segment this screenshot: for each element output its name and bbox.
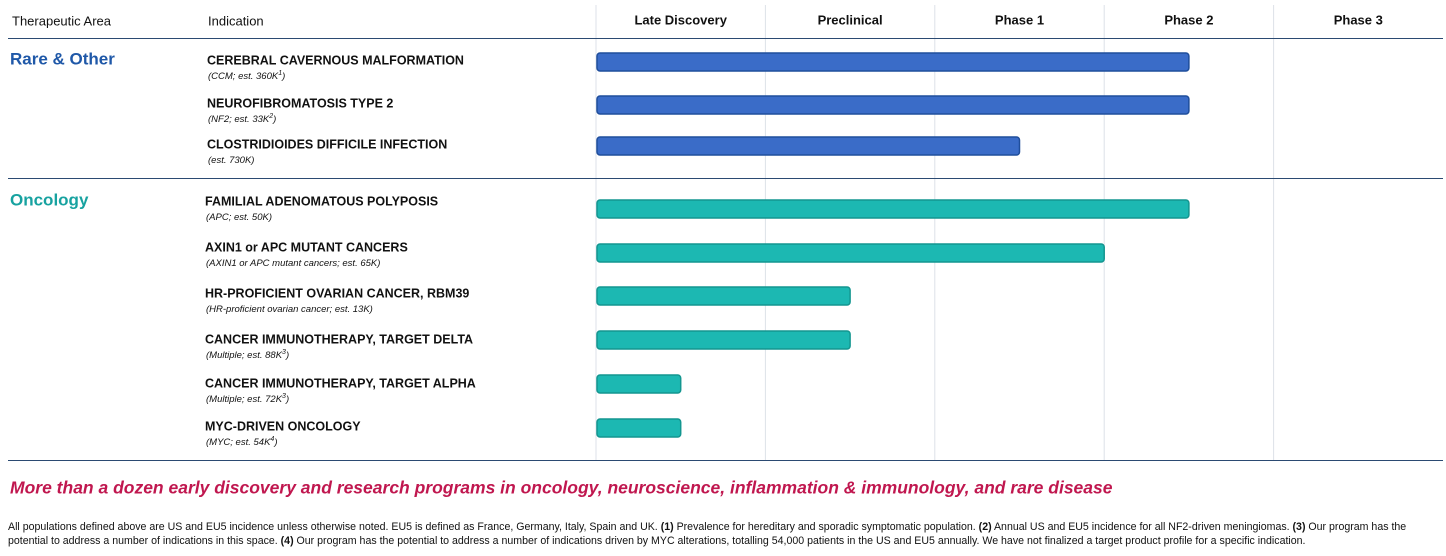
progress-bar [596,243,1105,263]
group-title: Rare & Other [10,49,115,68]
indication: CLOSTRIDIOIDES DIFFICILE INFECTION [207,137,447,151]
note-text: (AXIN1 or APC mutant cancers; est. 65K) [206,258,380,269]
progress-bar [596,95,1190,115]
indication: FAMILIAL ADENOMATOUS POLYPOSIS [205,194,438,208]
group-title: Oncology [10,190,89,209]
progress-bar [596,374,682,394]
progress-bar [596,418,682,438]
progress-bar [596,330,851,350]
footnote-segment: (3) [1292,521,1306,533]
indication-note: (AXIN1 or APC mutant cancers; est. 65K) [206,258,380,269]
indication: MYC-DRIVEN ONCOLOGY [205,419,361,433]
progress-bar [596,52,1190,72]
note-text: (MYC; est. 54K [206,437,271,448]
note-end: ) [285,394,289,405]
progress-bar [596,286,851,306]
header-area: Therapeutic Area [12,13,112,28]
footnote-segment: Prevalence for hereditary and sporadic s… [673,521,979,533]
footnote-segment: (4) [280,535,294,547]
note-text: (est. 730K) [208,155,254,166]
indication: CANCER IMMUNOTHERAPY, TARGET ALPHA [205,376,476,390]
pipeline-chart: Therapeutic Area Indication More than a … [8,5,1443,498]
progress-bar [596,199,1190,219]
phase-header: Preclinical [818,12,883,27]
indication-note: (Multiple; est. 88K3) [206,349,289,361]
note-superscript: 3 [282,393,286,400]
note-superscript: 2 [268,113,273,120]
footnote-segment: Annual US and EU5 incidence for all NF2-… [991,521,1293,533]
indication: HR-PROFICIENT OVARIAN CANCER, RBM39 [205,286,469,300]
note-end: ) [281,71,285,82]
indication-note: (APC; est. 50K) [206,212,272,223]
tagline: More than a dozen early discovery and re… [10,478,1113,498]
indication-note: (Multiple; est. 72K3) [206,393,289,405]
header-indication: Indication [208,13,264,28]
indication: AXIN1 or APC MUTANT CANCERS [205,240,408,254]
indication-note: (HR-proficient ovarian cancer; est. 13K) [206,304,373,315]
phase-header: Phase 1 [995,12,1044,27]
footnote-segment: All populations defined above are US and… [8,521,661,533]
note-text: (APC; est. 50K) [206,212,272,223]
indication-note: (MYC; est. 54K4) [206,436,278,448]
footnote-segment: Our program has the potential to address… [8,521,1407,547]
note-superscript: 1 [278,70,282,77]
progress-bar [596,136,1021,156]
note-superscript: 4 [270,436,274,443]
indication-note: (NF2; est. 33K2) [208,113,276,125]
note-text: (Multiple; est. 72K [206,394,283,405]
footnote: All populations defined above are US and… [8,520,1440,548]
footnote-segment: (2) [978,521,992,533]
note-end: ) [285,350,289,361]
indication: CANCER IMMUNOTHERAPY, TARGET DELTA [205,332,473,346]
note-end: ) [272,114,276,125]
indication-note: (est. 730K) [208,155,254,166]
footnote-segment: Our program has the potential to address… [293,535,1306,547]
note-text: (NF2; est. 33K [208,114,270,125]
footnote-segment: (1) [660,521,674,533]
phase-header: Phase 2 [1164,12,1213,27]
note-text: (HR-proficient ovarian cancer; est. 13K) [206,304,373,315]
indication: NEUROFIBROMATOSIS TYPE 2 [207,96,393,110]
indication-note: (CCM; est. 360K1) [208,70,285,82]
note-end: ) [273,437,277,448]
note-text: (Multiple; est. 88K [206,350,283,361]
phase-header: Phase 3 [1334,12,1383,27]
phase-header: Late Discovery [634,12,727,27]
indication: CEREBRAL CAVERNOUS MALFORMATION [207,53,464,67]
note-text: (CCM; est. 360K [208,71,279,82]
note-superscript: 3 [282,349,286,356]
